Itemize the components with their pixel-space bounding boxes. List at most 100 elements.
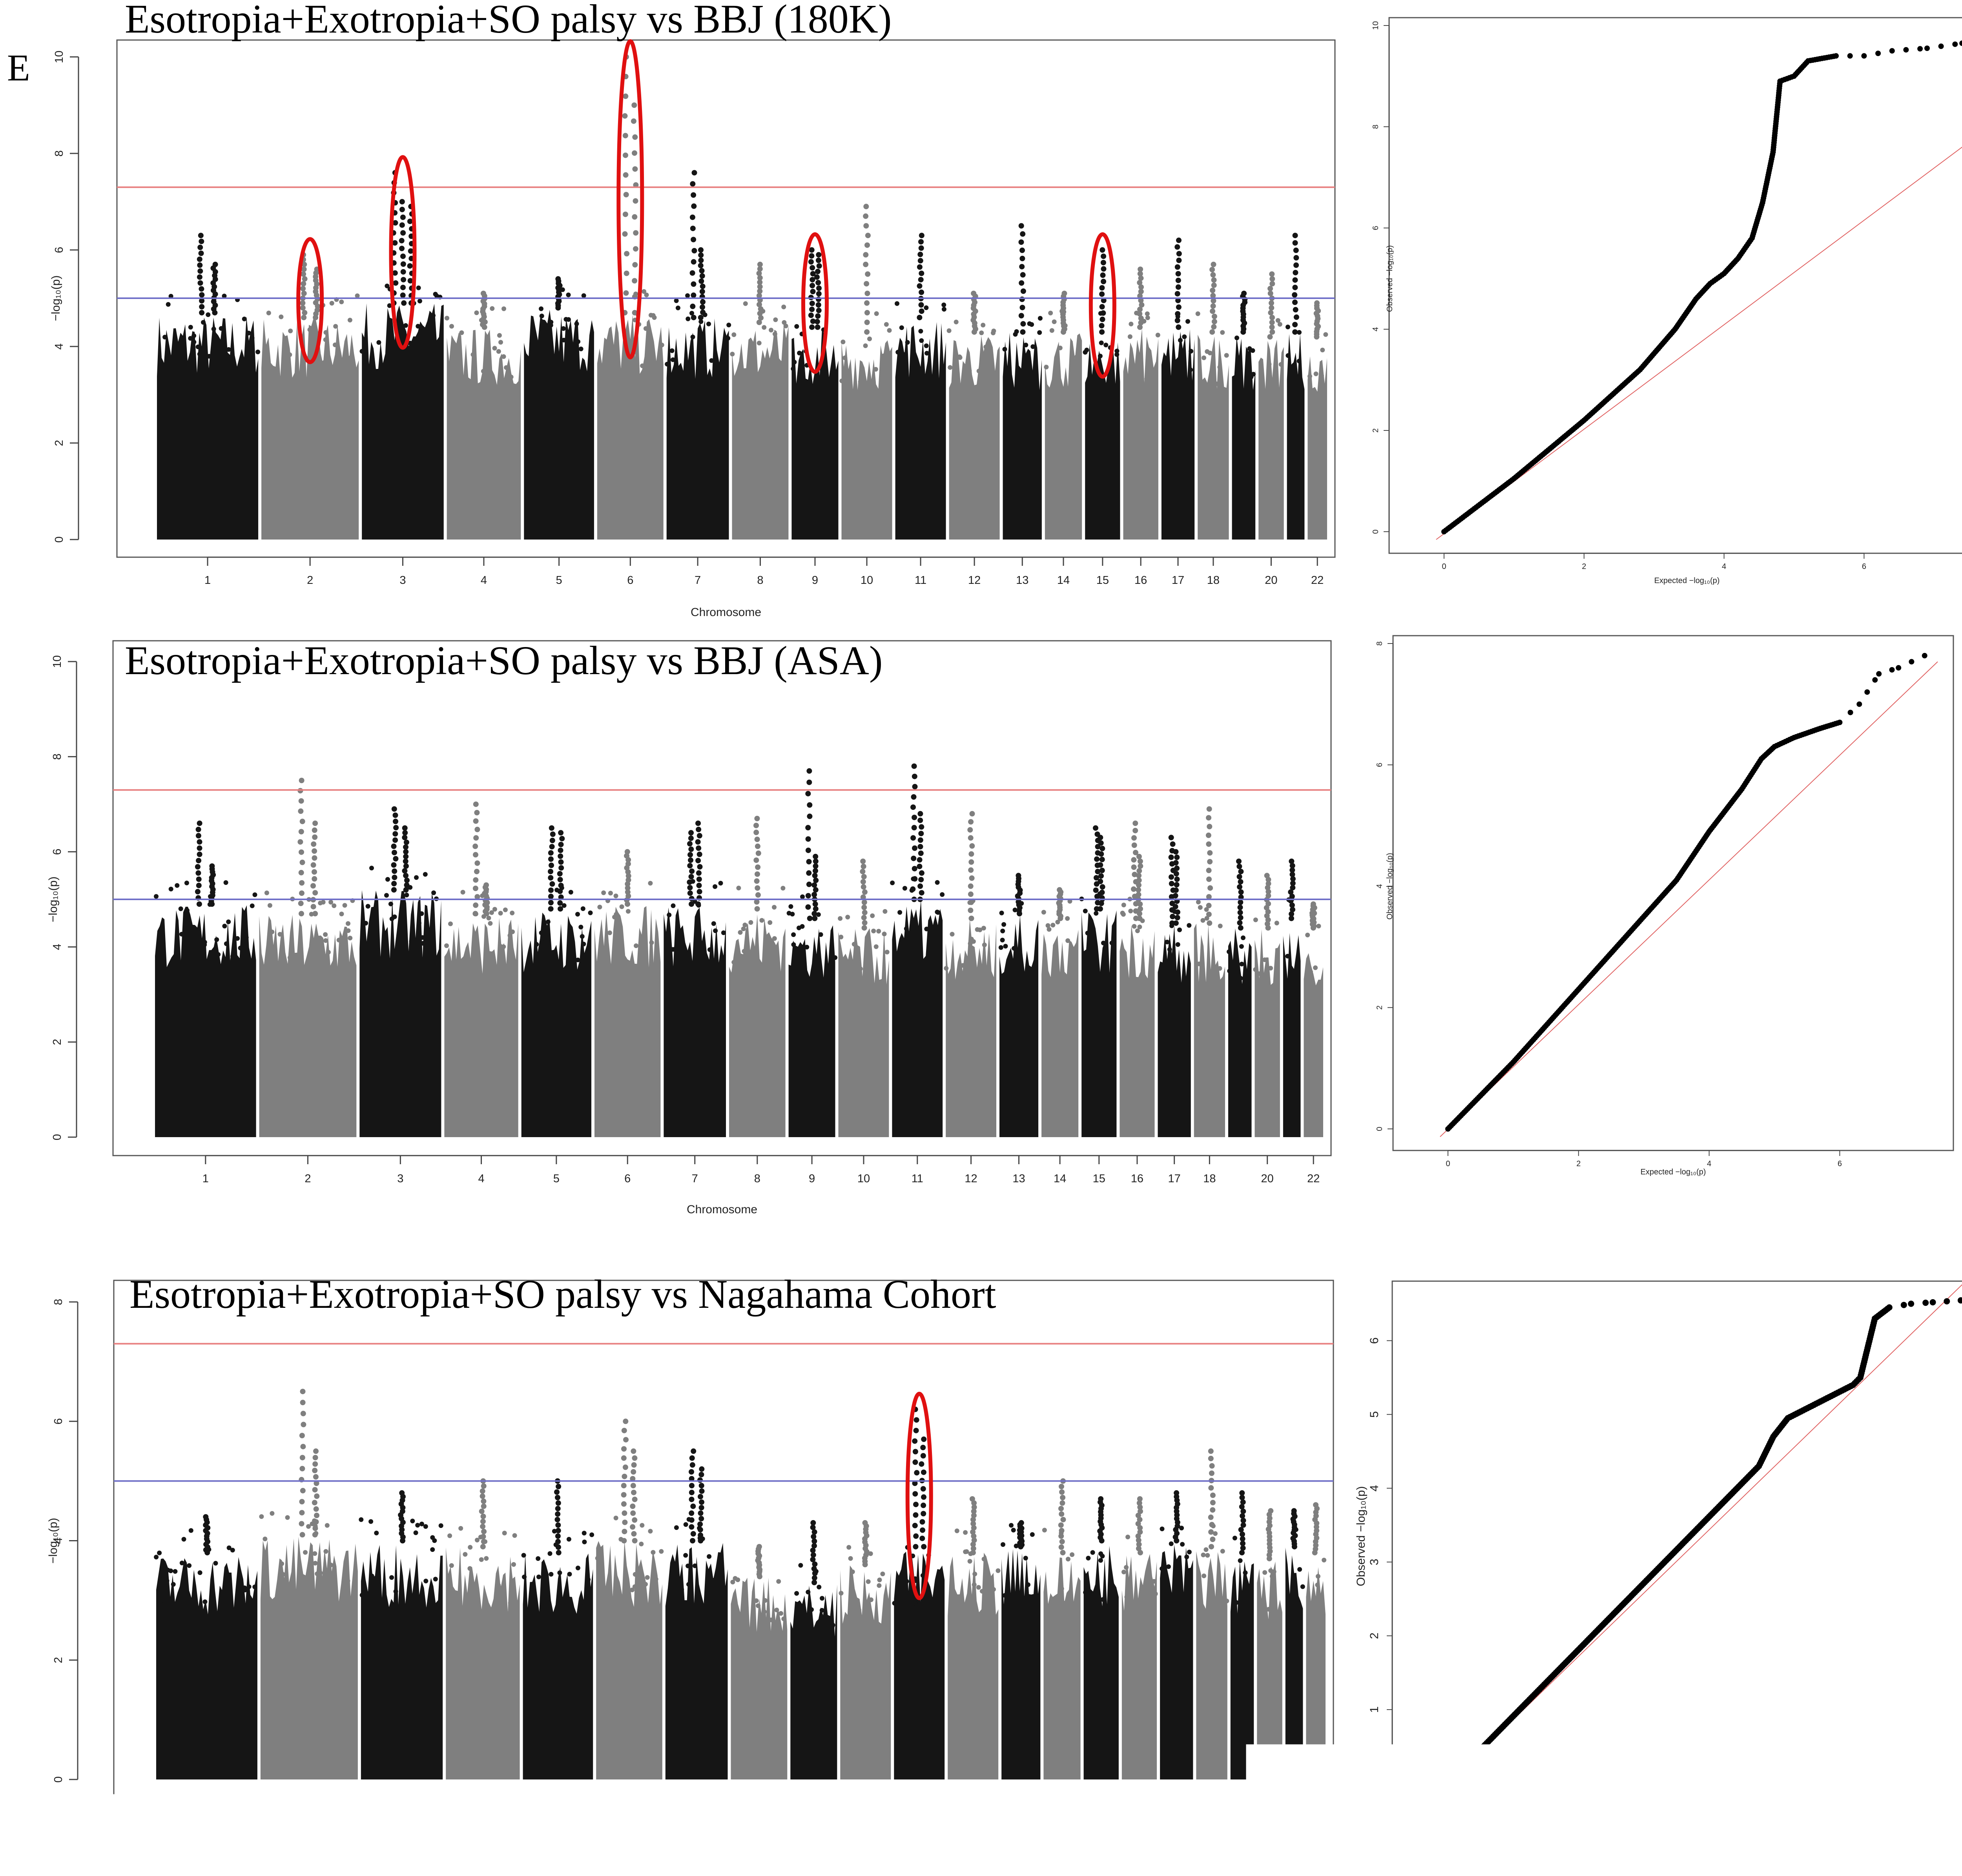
x-tick-label: 5 — [555, 1815, 561, 1828]
y-tick-label: 6 — [52, 1418, 65, 1424]
snp-point — [1013, 332, 1018, 337]
peak-point — [1293, 233, 1298, 238]
peak-point — [474, 869, 480, 874]
peak-point — [700, 289, 705, 294]
snp-point — [562, 338, 566, 343]
snp-point — [154, 1555, 159, 1559]
snp-point — [1169, 1541, 1174, 1546]
peak-point — [197, 257, 202, 262]
x-tick-label: 20 — [1261, 1172, 1274, 1185]
snp-point — [394, 1589, 398, 1594]
snp-point — [1275, 921, 1279, 925]
snp-point — [691, 335, 695, 339]
snp-point — [1270, 1574, 1275, 1579]
y-axis-label: Observed −log₁₀(p) — [1355, 1486, 1368, 1586]
peak-point — [910, 804, 916, 810]
snp-point — [439, 1523, 443, 1528]
snp-point — [539, 930, 544, 935]
snp-point — [684, 1522, 688, 1527]
y-tick-label: 2 — [51, 1039, 64, 1045]
snp-point — [158, 1601, 162, 1606]
peak-point — [213, 262, 218, 267]
peak-point — [698, 1494, 703, 1499]
chromosome-14-points — [1042, 1478, 1081, 1779]
snp-point — [718, 881, 723, 886]
peak-point — [1176, 251, 1182, 257]
chromosome-7-body — [666, 1543, 728, 1779]
snp-point — [781, 304, 786, 309]
peak-point — [755, 844, 760, 849]
snp-point — [498, 911, 503, 915]
snp-point — [1086, 946, 1091, 950]
snp-point — [648, 1529, 653, 1533]
peak-point — [622, 1529, 627, 1534]
peak-point — [1269, 325, 1275, 330]
snp-point — [1146, 1593, 1151, 1598]
peak-point — [861, 864, 866, 869]
snp-point — [869, 1597, 873, 1602]
snp-point — [964, 965, 968, 970]
peak-point — [473, 886, 478, 891]
snp-point — [1246, 1594, 1251, 1599]
peak-point — [864, 329, 870, 335]
x-tick-label: 1 — [204, 574, 211, 587]
snp-point — [346, 928, 351, 933]
peak-point — [687, 841, 693, 846]
snp-point — [1063, 1601, 1068, 1605]
chromosome-9-points — [787, 768, 837, 1137]
chromosome-6-points — [595, 1418, 664, 1779]
peak-point — [392, 868, 397, 874]
snp-point — [567, 1572, 572, 1577]
peak-point — [812, 1571, 818, 1576]
snp-point — [166, 302, 171, 307]
x-tick-label: 2 — [307, 574, 313, 587]
chromosome-11-points — [892, 1407, 945, 1779]
qq-point — [1924, 46, 1930, 51]
snp-point — [731, 332, 736, 337]
snp-point — [852, 942, 857, 946]
snp-point — [1009, 963, 1014, 968]
snp-point — [614, 893, 618, 898]
peak-point — [631, 1531, 636, 1537]
peak-point — [807, 916, 813, 921]
snp-point — [1065, 916, 1070, 921]
snp-point — [206, 312, 210, 317]
peak-point — [1211, 277, 1217, 283]
peak-point — [697, 883, 702, 888]
snp-point — [487, 966, 492, 971]
peak-point — [1238, 869, 1244, 874]
peak-point — [399, 222, 405, 228]
snp-point — [1238, 1558, 1243, 1563]
snp-point — [1165, 940, 1169, 944]
peak-point — [302, 276, 308, 282]
snp-point — [250, 904, 255, 908]
snp-point — [431, 313, 436, 318]
snp-point — [773, 332, 777, 336]
x-tick-label: 20 — [1263, 1815, 1276, 1828]
snp-point — [433, 292, 438, 297]
peak-point — [1169, 874, 1174, 880]
peak-point — [1169, 881, 1174, 886]
snp-point — [1066, 1557, 1070, 1561]
snp-point — [1217, 365, 1222, 370]
peak-point — [1208, 1456, 1214, 1461]
snp-point — [368, 1590, 372, 1595]
peak-point — [299, 870, 304, 875]
peak-point — [632, 1455, 637, 1461]
peak-point — [1238, 915, 1244, 921]
snp-point — [982, 943, 987, 947]
y-tick-label: 6 — [1368, 1337, 1381, 1344]
snp-point — [360, 1593, 365, 1597]
peak-point — [480, 1524, 485, 1529]
y-tick-label: 4 — [51, 944, 64, 950]
chromosome-16-body — [1120, 925, 1154, 1137]
snp-point — [644, 293, 649, 297]
snp-point — [214, 937, 219, 942]
snp-point — [302, 1592, 307, 1596]
snp-point — [676, 950, 681, 955]
y-axis-label: −log₁₀(p) — [47, 1518, 60, 1564]
peak-point — [625, 849, 630, 855]
peak-point — [1173, 893, 1178, 899]
peak-point — [864, 281, 869, 286]
chromosome-5-points — [521, 825, 593, 1137]
